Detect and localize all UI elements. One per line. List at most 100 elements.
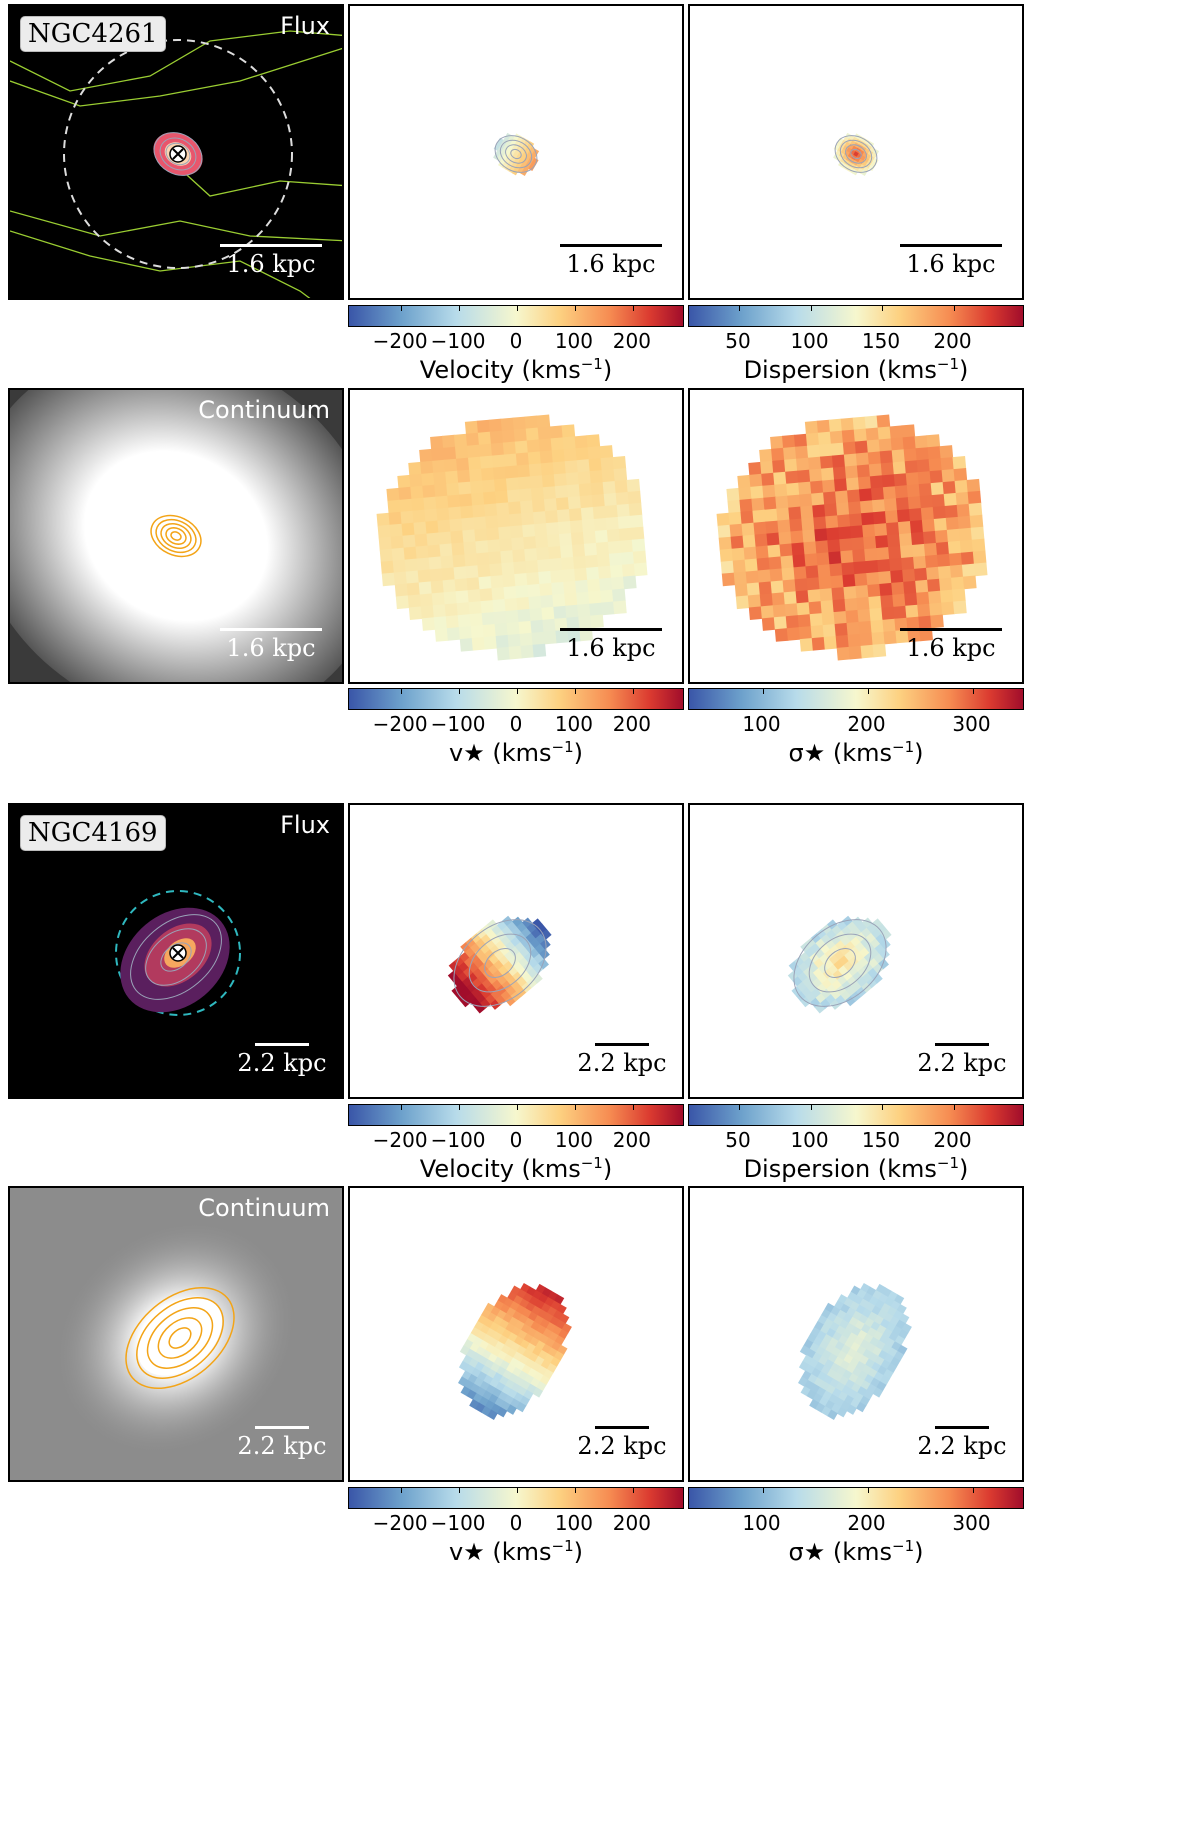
voronoi-bin: [823, 635, 838, 650]
voronoi-bin: [818, 576, 833, 590]
voronoi-bin: [420, 460, 434, 475]
voronoi-bin: [921, 518, 936, 533]
voronoi-bin: [761, 472, 775, 487]
voronoi-bin: [817, 564, 832, 578]
voronoi-bin: [607, 540, 622, 555]
flux-label: Flux: [280, 811, 330, 839]
colorbar-label-text: Velocity (kms: [419, 356, 581, 384]
voronoi-bin: [526, 439, 541, 454]
colorbar-label-text: v★ (kms: [449, 739, 552, 767]
voronoi-bin: [539, 582, 553, 597]
voronoi-bin: [931, 493, 946, 508]
colorbar-tick-label: 0: [509, 1128, 523, 1152]
voronoi-bin: [476, 419, 491, 434]
voronoi-bin: [525, 560, 539, 574]
voronoi-bin: [927, 446, 942, 460]
voronoi-bin: [856, 1401, 867, 1413]
voronoi-bin: [756, 557, 771, 572]
voronoi-bin: [875, 535, 889, 549]
voronoi-bin: [798, 626, 813, 640]
voronoi-bin: [863, 536, 877, 550]
voronoi-bin: [785, 470, 799, 485]
colorbar-tick-label: 150: [861, 329, 901, 353]
voronoi-bin: [564, 460, 579, 474]
colorbar-tick: [574, 1105, 576, 1110]
voronoi-bin: [941, 469, 956, 483]
voronoi-bin: [872, 1387, 883, 1398]
voronoi-bin: [505, 609, 520, 624]
voronoi-bin: [415, 545, 430, 560]
voronoi-bin: [515, 584, 530, 599]
voronoi-bin: [492, 466, 507, 481]
voronoi-bin: [813, 516, 827, 531]
voronoi-bin: [925, 554, 939, 569]
colorbar-tick: [632, 306, 634, 311]
voronoi-bin: [810, 480, 824, 495]
voronoi-bin: [810, 625, 825, 639]
voronoi-bin: [471, 492, 485, 507]
voronoi-bin: [774, 628, 789, 642]
voronoi-bin: [864, 548, 878, 562]
voronoi-bin: [410, 485, 424, 500]
voronoi-bin: [601, 469, 616, 483]
voronoi-bin: [876, 414, 891, 429]
voronoi-bin: [821, 467, 835, 482]
voronoi-bin: [629, 514, 644, 529]
contour-line: [165, 527, 187, 545]
voronoi-bin: [551, 581, 565, 596]
voronoi-bin: [495, 490, 509, 505]
voronoi-bin: [470, 625, 485, 639]
voronoi-bin: [869, 607, 884, 622]
voronoi-bin: [799, 638, 814, 652]
voronoi-bin: [812, 504, 826, 519]
voronoi-bin: [518, 488, 533, 502]
voronoi-bin: [510, 525, 524, 539]
voronoi-bin: [970, 526, 985, 541]
voronoi-bin: [729, 523, 744, 538]
voronoi-bin: [512, 416, 527, 431]
voronoi-bin: [829, 430, 844, 445]
voronoi-bin: [809, 468, 823, 483]
voronoi-bin: [458, 481, 472, 496]
voronoi-bin: [805, 432, 820, 447]
voronoi-bin: [467, 589, 482, 603]
voronoi-bin: [743, 546, 758, 561]
voronoi-bin: [844, 465, 859, 480]
stellar-velocity-map-panel: 2.2 kpc: [348, 1186, 684, 1482]
voronoi-bin: [879, 582, 893, 597]
voronoi-bin: [914, 435, 929, 449]
voronoi-bin: [782, 434, 796, 449]
voronoi-bin: [539, 948, 550, 960]
voronoi-bin: [844, 597, 859, 612]
voronoi-bin: [462, 529, 476, 544]
voronoi-bin: [721, 572, 736, 587]
voronoi-bin: [504, 465, 519, 480]
voronoi-bin: [862, 524, 876, 538]
voronoi-bin: [744, 558, 759, 573]
voronoi-bin: [784, 603, 799, 617]
voronoi-bin: [879, 948, 890, 960]
voronoi-bin: [917, 471, 932, 485]
contour-line: [125, 1286, 235, 1390]
colorbar-tick-label: −200: [372, 329, 428, 353]
voronoi-bin: [814, 528, 828, 542]
voronoi-bin: [489, 430, 504, 445]
voronoi-bin: [843, 586, 858, 600]
gas-velocity-map-panel: 1.6 kpc: [348, 4, 684, 300]
voronoi-bin: [934, 529, 949, 544]
voronoi-bin: [811, 636, 826, 651]
voronoi-bin: [468, 456, 482, 471]
colorbar-tick: [574, 306, 576, 311]
voronoi-bin: [600, 457, 615, 471]
scale-bar-label: 1.6 kpc: [906, 250, 996, 278]
voronoi-bin: [903, 448, 918, 462]
colorbar-tick: [762, 1488, 764, 1493]
voronoi-bin: [933, 517, 948, 532]
voronoi-bin: [808, 601, 823, 615]
voronoi-bin: [430, 580, 445, 594]
voronoi-bin: [929, 602, 943, 617]
voronoi-bin: [830, 442, 845, 457]
voronoi-bin: [820, 600, 835, 614]
gas-dispersion-colorbar: [688, 305, 1024, 327]
voronoi-bin: [789, 518, 803, 533]
